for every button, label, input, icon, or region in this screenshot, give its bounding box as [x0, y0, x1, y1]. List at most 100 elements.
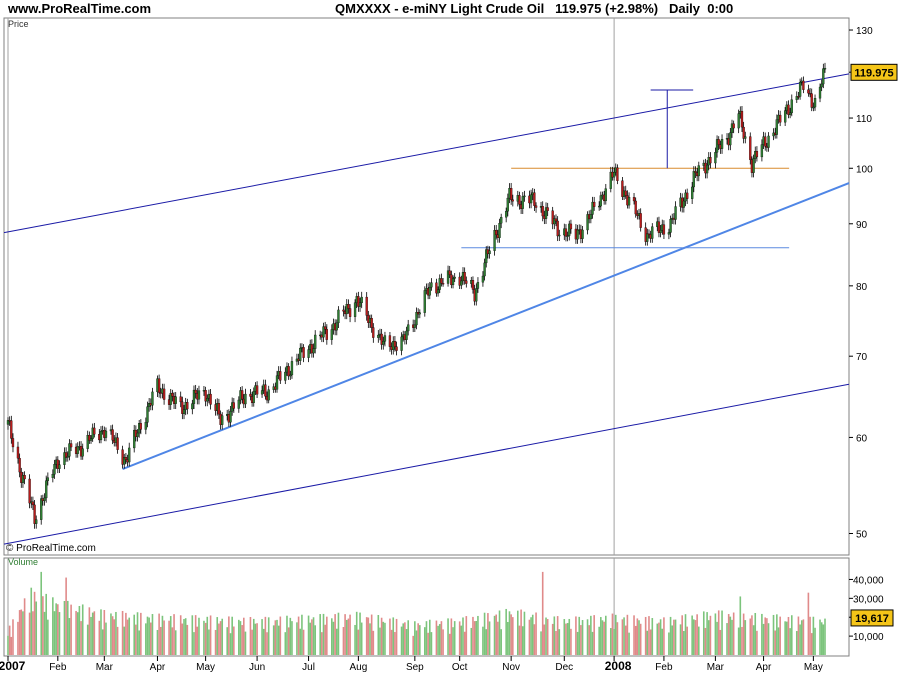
volume-bar: [588, 625, 590, 655]
volume-bar: [754, 612, 757, 655]
volume-bar: [438, 624, 441, 655]
volume-bar: [623, 617, 625, 655]
volume-bar: [30, 587, 33, 655]
volume-bar: [151, 614, 154, 655]
time-tick-label: Mar: [707, 662, 725, 673]
volume-bar: [359, 612, 361, 655]
candle-body: [388, 335, 392, 347]
volume-bar: [530, 617, 532, 655]
volume-bar: [731, 619, 733, 655]
candle-body: [324, 326, 327, 330]
volume-bar: [233, 626, 235, 655]
volume-bar: [86, 624, 89, 655]
candle-body: [51, 474, 54, 478]
volume-bar: [609, 628, 612, 655]
candle-body: [237, 399, 240, 409]
candle-body: [441, 283, 445, 285]
value-badges: 119.975 19,617: [850, 63, 898, 627]
candle-body: [380, 333, 383, 345]
volume-bar: [75, 610, 77, 655]
time-tick-label: Feb: [49, 662, 67, 673]
volume-bar: [40, 571, 43, 655]
last-price-badge: [850, 63, 898, 81]
volume-bar: [183, 619, 185, 655]
watermark-text: © ProRealTime.com: [6, 543, 96, 554]
candle-body: [682, 200, 686, 208]
candle-body: [639, 213, 642, 228]
candle-body: [35, 519, 38, 524]
volume-bar: [243, 617, 245, 655]
time-tick-label: Aug: [349, 662, 367, 673]
candle-body: [232, 402, 235, 409]
volume-series: [7, 571, 826, 655]
candle-body: [405, 330, 408, 340]
candle-body: [370, 318, 373, 328]
volume-bar: [47, 619, 49, 655]
candle-body: [475, 288, 478, 302]
volume-bar: [394, 632, 396, 655]
price-change: (+2.98%): [604, 1, 659, 16]
volume-bar: [535, 612, 537, 655]
volume-bar: [570, 628, 572, 655]
price-tick-label: 70: [856, 352, 868, 363]
candle-body: [76, 446, 79, 454]
volume-bar: [638, 620, 640, 655]
price-tick-label: 110: [856, 114, 872, 125]
volume-bar: [621, 619, 624, 655]
volume-bar: [53, 611, 56, 655]
candle-body: [749, 136, 752, 160]
volume-bar: [521, 626, 524, 655]
volume-bar: [345, 619, 348, 655]
volume-bar: [600, 617, 602, 655]
volume-bar: [732, 612, 735, 655]
volume-bar: [663, 617, 665, 655]
volume-bar: [523, 611, 526, 655]
volume-bar: [7, 635, 9, 655]
volume-bar: [322, 613, 325, 655]
volume-bar: [717, 610, 720, 655]
volume-bar: [32, 611, 34, 655]
volume-bar: [301, 614, 303, 655]
volume-bar: [206, 616, 209, 655]
volume-bar: [626, 614, 629, 655]
volume-bar: [111, 616, 114, 655]
volume-bar: [751, 615, 753, 655]
candle-body: [240, 390, 244, 400]
candle-body: [591, 201, 594, 215]
volume-bar: [694, 620, 697, 655]
candle-body: [667, 232, 671, 235]
candle-body: [779, 114, 782, 123]
candle-body: [40, 498, 43, 520]
volume-bar: [795, 631, 798, 655]
volume-bar: [335, 628, 338, 655]
candle-body: [798, 82, 802, 97]
volume-bar: [194, 615, 197, 655]
candle-body: [16, 446, 20, 459]
volume-bar: [696, 614, 698, 655]
candle-body: [729, 132, 732, 146]
candle-body: [518, 195, 521, 205]
candle-body: [752, 158, 755, 173]
volume-bar: [493, 615, 496, 655]
volume-bar: [332, 621, 335, 655]
candle-body: [510, 188, 513, 200]
volume-bar: [636, 618, 639, 655]
volume-bar: [507, 621, 509, 655]
candle-body: [692, 171, 695, 188]
volume-bar: [510, 614, 512, 655]
volume-bar: [644, 616, 647, 655]
last-volume-badge-text: 19,617: [855, 613, 889, 625]
candle-body: [632, 197, 636, 202]
volume-bar: [221, 618, 224, 655]
volume-bar: [284, 632, 287, 655]
volume-bar: [762, 623, 765, 655]
volume-bar: [20, 609, 23, 655]
volume-bar: [458, 621, 461, 655]
volume-bar: [776, 614, 778, 655]
volume-bar: [146, 616, 149, 655]
volume-bar: [756, 630, 758, 655]
channel-upper-line: [3, 73, 850, 234]
site-label[interactable]: www.ProRealTime.com: [8, 1, 152, 16]
candle-body: [775, 119, 778, 135]
